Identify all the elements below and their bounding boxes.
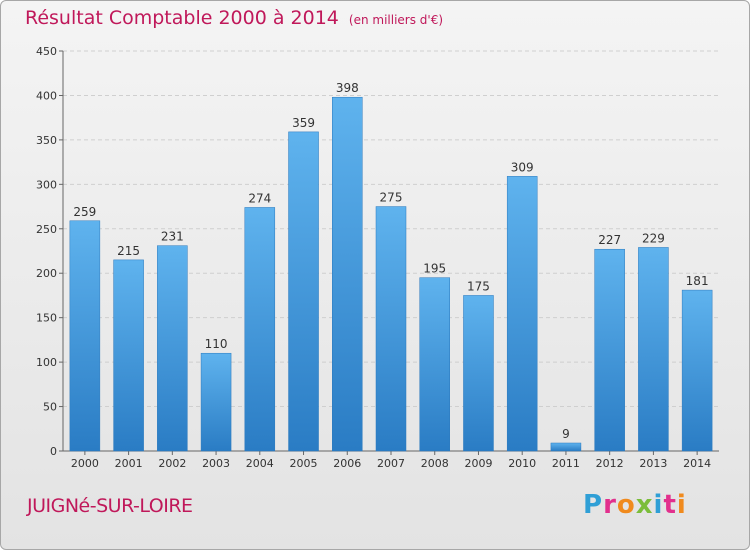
subtitle-text: (en milliers d'€) <box>348 13 444 27</box>
x-tick-label: 2004 <box>246 457 274 470</box>
bar <box>244 207 276 452</box>
x-tick-label: 2007 <box>377 457 405 470</box>
data-label: 259 <box>73 205 96 219</box>
bar <box>332 96 363 452</box>
bar <box>638 247 669 452</box>
brand-letter: i <box>653 490 664 520</box>
data-label: 195 <box>423 262 446 276</box>
y-tick-label: 0 <box>50 445 57 458</box>
bar <box>550 442 582 452</box>
y-tick-label: 350 <box>36 134 57 147</box>
data-label: 231 <box>161 230 184 244</box>
y-tick-label: 400 <box>36 89 57 102</box>
bar <box>419 277 450 452</box>
title-text: Résultat Comptable 2000 à 2014 <box>25 7 339 29</box>
brand-letter: P <box>583 490 604 520</box>
x-tick-label: 2014 <box>683 457 711 470</box>
data-label: 110 <box>205 337 228 351</box>
data-label: 9 <box>562 427 570 441</box>
x-tick-label: 2000 <box>71 457 99 470</box>
y-tick-label: 150 <box>36 312 57 325</box>
x-tick-label: 2011 <box>552 457 580 470</box>
data-label: 359 <box>292 116 315 130</box>
bar <box>288 131 319 452</box>
x-tick-label: 2012 <box>596 457 624 470</box>
brand-letter: x <box>635 490 654 520</box>
data-label: 398 <box>336 81 359 95</box>
chart-title: Résultat Comptable 2000 à 2014 (en millie… <box>25 7 443 29</box>
bar <box>594 248 625 452</box>
data-label: 215 <box>117 244 140 258</box>
bar <box>375 206 407 452</box>
bar <box>157 245 188 452</box>
y-tick-label: 450 <box>36 45 57 58</box>
x-tick-label: 2010 <box>508 457 536 470</box>
place-name: JUIGNé-SUR-LOIRE <box>27 495 193 517</box>
brand-letter: t <box>663 490 677 520</box>
y-tick-label: 300 <box>36 178 57 191</box>
bars <box>69 96 713 452</box>
data-label: 309 <box>511 160 534 174</box>
data-label: 181 <box>686 274 709 288</box>
x-tick-label: 2013 <box>639 457 667 470</box>
x-tick-label: 2001 <box>115 457 143 470</box>
bar <box>69 220 101 452</box>
brand-letter: i <box>676 490 687 520</box>
y-tick-label: 250 <box>36 223 57 236</box>
y-tick-label: 200 <box>36 267 57 280</box>
bar <box>681 289 713 452</box>
x-tick-label: 2005 <box>290 457 318 470</box>
x-tick-label: 2006 <box>333 457 361 470</box>
data-labels: 259 215 231 110 274 359 398 275 195 175 309 9 227 229… <box>73 81 708 441</box>
bar <box>113 259 144 452</box>
x-tick-label: 2003 <box>202 457 230 470</box>
data-label: 227 <box>598 233 621 247</box>
data-label: 229 <box>642 231 665 245</box>
data-label: 175 <box>467 279 490 293</box>
bar <box>463 295 494 452</box>
x-tick-label: 2009 <box>464 457 492 470</box>
bar <box>506 176 538 452</box>
y-tick-label: 50 <box>43 401 57 414</box>
data-label: 274 <box>248 191 271 205</box>
brand-letter: o <box>616 490 636 520</box>
brand-logo[interactable]: Proxiti <box>583 490 687 520</box>
x-tick-label: 2008 <box>421 457 449 470</box>
brand-letter: r <box>603 490 617 520</box>
x-tick-label: 2002 <box>158 457 186 470</box>
bar <box>200 352 232 452</box>
data-label: 275 <box>380 191 403 205</box>
y-tick-label: 100 <box>36 356 57 369</box>
